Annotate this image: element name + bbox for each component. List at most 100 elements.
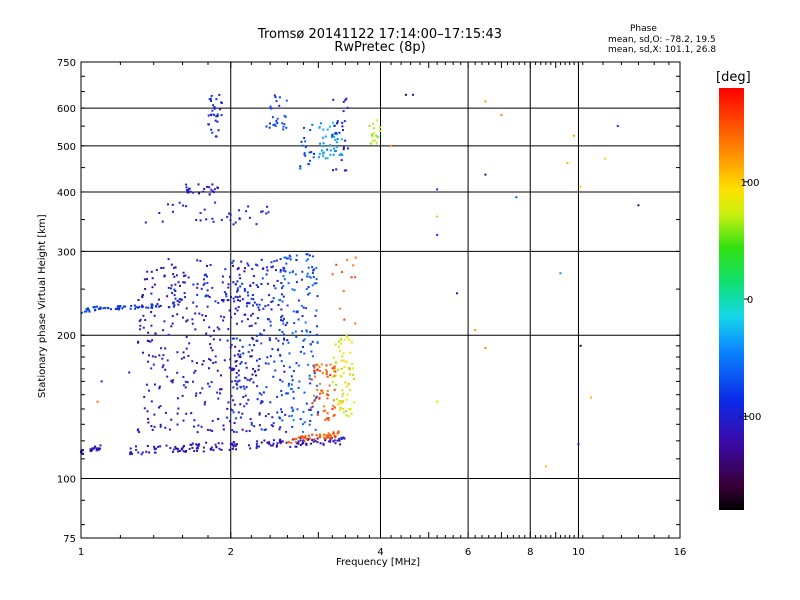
data-point bbox=[369, 142, 372, 145]
data-point bbox=[170, 263, 173, 266]
data-point bbox=[331, 273, 334, 276]
data-point bbox=[333, 368, 336, 371]
data-point bbox=[322, 128, 325, 131]
data-point bbox=[148, 389, 150, 392]
data-point bbox=[157, 445, 160, 448]
data-point bbox=[346, 393, 349, 396]
data-point bbox=[288, 271, 291, 274]
data-point bbox=[304, 435, 307, 438]
data-point bbox=[250, 297, 253, 300]
data-point bbox=[199, 219, 202, 222]
data-point bbox=[104, 306, 107, 309]
data-point bbox=[333, 150, 336, 153]
data-point bbox=[154, 332, 157, 335]
data-point bbox=[307, 363, 310, 366]
data-point bbox=[334, 442, 337, 445]
colorbar-group bbox=[719, 88, 744, 510]
data-point bbox=[296, 408, 299, 411]
data-point bbox=[233, 422, 236, 424]
data-point bbox=[333, 136, 336, 138]
data-point bbox=[299, 165, 302, 168]
data-point bbox=[221, 275, 224, 278]
data-point bbox=[306, 272, 309, 275]
data-point bbox=[328, 384, 331, 387]
data-point bbox=[196, 293, 199, 296]
data-point bbox=[245, 210, 248, 213]
data-point bbox=[318, 365, 321, 368]
data-point bbox=[226, 339, 229, 342]
data-point bbox=[376, 119, 379, 122]
data-point bbox=[162, 266, 165, 269]
data-point bbox=[163, 274, 166, 277]
data-point bbox=[321, 145, 324, 148]
data-point bbox=[227, 328, 230, 331]
data-point bbox=[230, 343, 233, 346]
data-point bbox=[158, 305, 161, 308]
data-point bbox=[302, 410, 305, 413]
data-point bbox=[270, 266, 273, 269]
data-point bbox=[283, 123, 286, 126]
data-point bbox=[202, 360, 205, 362]
data-point bbox=[196, 259, 199, 262]
data-point bbox=[233, 367, 236, 370]
data-point bbox=[227, 401, 230, 404]
data-point bbox=[211, 419, 214, 422]
data-point bbox=[308, 254, 311, 257]
data-point bbox=[265, 125, 268, 128]
data-point bbox=[257, 364, 260, 367]
data-point bbox=[289, 255, 292, 258]
data-point bbox=[325, 372, 328, 375]
data-point bbox=[183, 356, 185, 359]
data-point bbox=[308, 408, 311, 411]
data-point bbox=[216, 113, 219, 116]
data-point bbox=[206, 265, 208, 267]
data-point bbox=[204, 273, 207, 276]
data-point bbox=[249, 355, 252, 358]
data-point bbox=[308, 163, 311, 166]
data-point bbox=[278, 329, 281, 331]
data-point bbox=[310, 413, 313, 416]
data-point bbox=[314, 363, 317, 366]
data-point bbox=[253, 425, 256, 428]
data-point bbox=[186, 381, 189, 384]
data-point bbox=[156, 303, 159, 306]
data-point bbox=[241, 282, 244, 285]
data-point bbox=[280, 360, 283, 363]
data-point bbox=[299, 350, 302, 353]
data-point bbox=[404, 93, 407, 96]
data-point bbox=[255, 223, 258, 226]
data-point bbox=[170, 380, 173, 383]
data-point bbox=[239, 339, 242, 342]
data-point bbox=[334, 370, 337, 373]
data-point bbox=[238, 209, 241, 212]
data-point bbox=[316, 388, 319, 391]
data-point bbox=[187, 189, 190, 192]
data-point bbox=[199, 259, 202, 262]
data-point bbox=[82, 452, 85, 455]
data-point bbox=[269, 355, 272, 358]
data-point bbox=[254, 370, 257, 373]
data-point bbox=[166, 375, 169, 378]
data-point bbox=[182, 204, 185, 207]
data-point bbox=[154, 383, 156, 386]
data-point bbox=[313, 438, 316, 441]
data-point bbox=[268, 294, 271, 297]
data-point bbox=[322, 142, 325, 145]
data-point bbox=[313, 394, 316, 397]
data-point bbox=[147, 331, 150, 334]
data-point bbox=[484, 173, 487, 176]
data-point bbox=[337, 340, 340, 343]
data-point bbox=[256, 317, 259, 320]
data-point bbox=[174, 283, 177, 286]
data-point bbox=[318, 152, 321, 155]
data-point bbox=[331, 134, 334, 137]
data-point bbox=[220, 388, 223, 391]
data-point bbox=[240, 361, 243, 364]
data-point bbox=[343, 318, 346, 321]
data-point bbox=[230, 316, 233, 319]
data-point bbox=[347, 147, 349, 150]
data-point bbox=[205, 218, 208, 221]
data-point bbox=[161, 366, 164, 369]
data-point bbox=[307, 286, 310, 289]
data-point bbox=[213, 113, 215, 116]
